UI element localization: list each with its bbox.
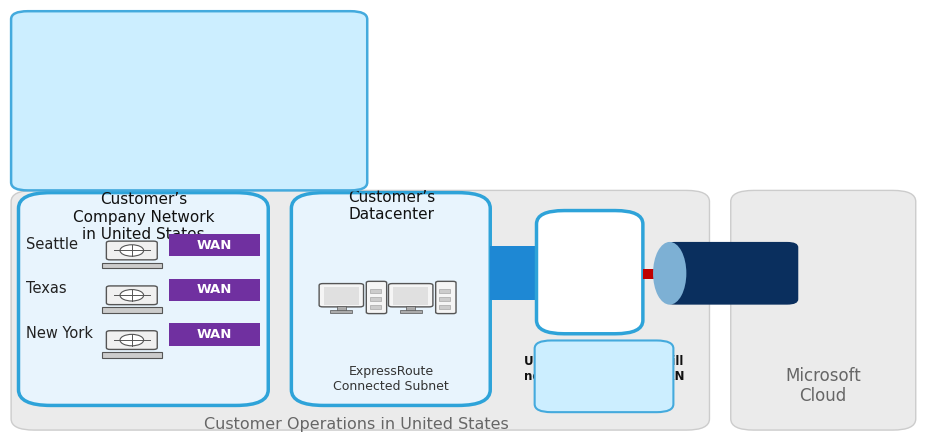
Bar [102,263,162,268]
FancyBboxPatch shape [319,284,364,307]
Bar [102,307,162,313]
Text: WAN: WAN [197,283,232,297]
FancyBboxPatch shape [664,242,798,305]
Bar [643,269,680,279]
Circle shape [120,289,143,301]
FancyBboxPatch shape [106,286,157,305]
FancyBboxPatch shape [731,190,916,430]
FancyBboxPatch shape [106,331,157,349]
FancyBboxPatch shape [291,193,490,405]
Text: Using ExpressRoute will
not overcome slow WAN
network connections: Using ExpressRoute will not overcome slo… [524,355,684,398]
Text: Customer Operations in United States: Customer Operations in United States [204,417,509,432]
Bar [370,305,381,309]
Text: Microsoft
Cloud: Microsoft Cloud [785,366,861,405]
FancyBboxPatch shape [11,190,709,430]
Bar [169,323,260,346]
Text: Texas: Texas [26,281,67,297]
Text: New York: New York [26,326,93,341]
Text: Customer’s
Company Network
in United States: Customer’s Company Network in United Sta… [73,192,214,242]
Text: Is the latency and bandwidth of the WAN
  sufficient to host the traffic to the
: Is the latency and bandwidth of the WAN … [28,72,351,130]
Bar [169,279,260,301]
Bar [406,306,415,311]
Bar [439,297,450,301]
Ellipse shape [653,242,686,305]
FancyBboxPatch shape [388,284,433,307]
Bar [439,305,450,309]
Text: ExpressRoute
Connected Subnet: ExpressRoute Connected Subnet [333,365,450,392]
Bar [330,310,352,313]
Text: Partner
Edge: Partner Edge [556,255,624,287]
Bar [324,287,359,305]
FancyBboxPatch shape [11,11,367,190]
Bar [490,246,546,300]
Bar [169,234,260,256]
Text: WAN: WAN [197,238,232,252]
FancyBboxPatch shape [366,281,387,314]
Text: Customer’s
Datacenter: Customer’s Datacenter [348,190,435,222]
FancyBboxPatch shape [106,241,157,260]
Bar [393,287,428,305]
Text: ExpressRoute
Circuit: ExpressRoute Circuit [684,259,787,287]
FancyBboxPatch shape [436,281,456,314]
Bar [439,289,450,293]
Bar [102,352,162,358]
Bar [337,306,346,311]
Bar [370,297,381,301]
Circle shape [120,245,143,256]
FancyBboxPatch shape [535,340,673,412]
Circle shape [120,334,143,346]
FancyBboxPatch shape [536,211,643,334]
Bar [370,289,381,293]
FancyBboxPatch shape [18,193,268,405]
Text: Seattle: Seattle [26,237,78,252]
Text: WAN: WAN [197,328,232,341]
Bar [400,310,422,313]
